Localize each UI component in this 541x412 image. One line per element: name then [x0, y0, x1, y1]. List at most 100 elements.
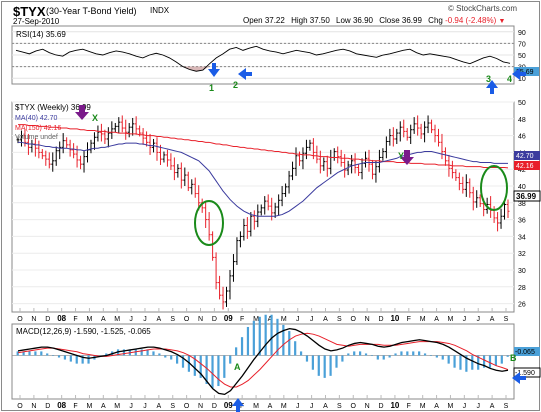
macd-hist-last-tag: [514, 347, 540, 356]
x-tick-label: D: [378, 403, 383, 410]
macd-histogram-bar: [506, 355, 509, 357]
x-tick-label: M: [448, 316, 454, 323]
macd-histogram-bar: [453, 355, 456, 368]
macd-histogram-bar: [252, 320, 255, 356]
x-tick-label: J: [296, 316, 300, 323]
price-tick-label: 48: [518, 117, 526, 124]
macd-histogram-bar: [264, 314, 267, 356]
macd-histogram-bar: [158, 353, 161, 356]
macd-histogram-bar: [299, 351, 303, 356]
macd-histogram-bar: [40, 351, 43, 356]
macd-histogram-bar: [305, 355, 309, 362]
macd-line: [17, 327, 509, 396]
stockcharts-watermark: © StockCharts.com: [448, 4, 518, 13]
x-tick-label: 10: [390, 314, 399, 323]
macd-histogram-bar: [500, 355, 503, 364]
low-label: Low: [336, 16, 351, 25]
x-tick-label: F: [407, 403, 411, 410]
ma150-last-value-label: 42.16: [516, 163, 534, 170]
price-annotation-y: Y: [398, 151, 404, 161]
macd-histogram-bar: [52, 355, 55, 356]
macd-panel: [11, 323, 515, 400]
price-legend-ma40: MA(40) 42.70: [15, 115, 58, 122]
open-label: Open: [243, 16, 263, 25]
x-tick-label: D: [45, 316, 50, 323]
x-tick-label: S: [337, 316, 342, 323]
price-tick-label: 32: [518, 251, 526, 258]
macd-histogram-bar: [140, 349, 143, 356]
x-tick-label: A: [434, 403, 439, 410]
x-tick-label: A: [268, 403, 273, 410]
x-tick-label: 08: [57, 314, 66, 323]
x-tick-label: J: [476, 316, 480, 323]
macd-histogram-bar: [175, 355, 179, 364]
x-tick-label: M: [87, 316, 93, 323]
price-tick-label: 42: [518, 167, 526, 174]
macd-histogram-bar: [447, 355, 450, 364]
macd-histogram-bar: [276, 318, 279, 356]
open-value: 37.22: [264, 16, 285, 25]
x-tick-label: A: [490, 403, 495, 410]
macd-histogram-bar: [63, 355, 67, 360]
low-value: 36.90: [352, 16, 373, 25]
x-tick-label: M: [87, 403, 93, 410]
x-tick-label: A: [101, 316, 106, 323]
x-tick-label: A: [490, 316, 495, 323]
x-tick-label: D: [378, 316, 383, 323]
macd-histogram-bar: [288, 331, 291, 356]
macd-histogram-bar: [459, 355, 462, 370]
x-tick-label: J: [310, 403, 314, 410]
macd-last-tag: [513, 367, 541, 378]
x-tick-label: J: [129, 403, 133, 410]
x-tick-label: N: [198, 403, 203, 410]
x-tick-label: M: [420, 316, 426, 323]
x-tick-label: D: [212, 316, 217, 323]
rsi-annotation-2: 2: [233, 80, 238, 90]
macd-histogram-bar: [347, 353, 350, 356]
macd-histogram-bar: [46, 353, 49, 356]
macd-hist-last-label: -0.065: [515, 349, 535, 356]
price-last-value-label: 36.99: [516, 192, 537, 201]
chg-down-icon: ▼: [498, 18, 506, 25]
price-tick-label: 34: [518, 234, 526, 241]
x-tick-label: N: [198, 316, 203, 323]
ma150-last-value-tag: [514, 161, 540, 170]
macd-histogram-bar: [482, 355, 486, 368]
macd-histogram-bar: [423, 353, 427, 356]
macd-histogram-bar: [199, 355, 202, 378]
macd-histogram-bar: [258, 316, 261, 356]
macd-histogram-bar: [406, 351, 409, 356]
macd-annotation-b: B: [510, 353, 517, 363]
x-tick-label: J: [143, 403, 147, 410]
quote-line: Open 37.22 High 37.50 Low 36.90 Close 36…: [243, 16, 505, 25]
macd-histogram-bar: [382, 355, 385, 360]
price-annotation-x: X: [92, 113, 98, 123]
x-tick-label: O: [351, 403, 357, 410]
x-tick-label: D: [212, 403, 217, 410]
macd-histogram-bar: [99, 355, 102, 356]
arrow-up-icon: [208, 63, 220, 77]
x-tick-label: M: [114, 403, 120, 410]
macd-histogram-bar: [22, 351, 25, 356]
price-tick-label: 40: [518, 184, 526, 191]
price-tick-label: 38: [518, 201, 526, 208]
x-tick-label: O: [351, 316, 357, 323]
macd-histogram-bar: [134, 349, 137, 356]
x-tick-label: S: [504, 316, 509, 323]
x-tick-label: J: [463, 316, 467, 323]
macd-histogram-bar: [418, 351, 421, 356]
x-tick-label: D: [45, 403, 50, 410]
macd-histogram-bar: [164, 355, 167, 358]
x-tick-label: M: [420, 403, 426, 410]
x-tick-label: M: [281, 403, 287, 410]
price-tick-label: 26: [518, 302, 526, 309]
x-tick-label: M: [448, 403, 454, 410]
rsi-tick-label: 50: [518, 53, 526, 60]
macd-histogram-bar: [34, 351, 37, 356]
x-tick-label: J: [129, 316, 133, 323]
x-tick-label: J: [143, 316, 147, 323]
x-tick-label: S: [170, 316, 175, 323]
macd-histogram-bar: [81, 355, 84, 364]
macd-histogram-bar: [388, 355, 391, 358]
